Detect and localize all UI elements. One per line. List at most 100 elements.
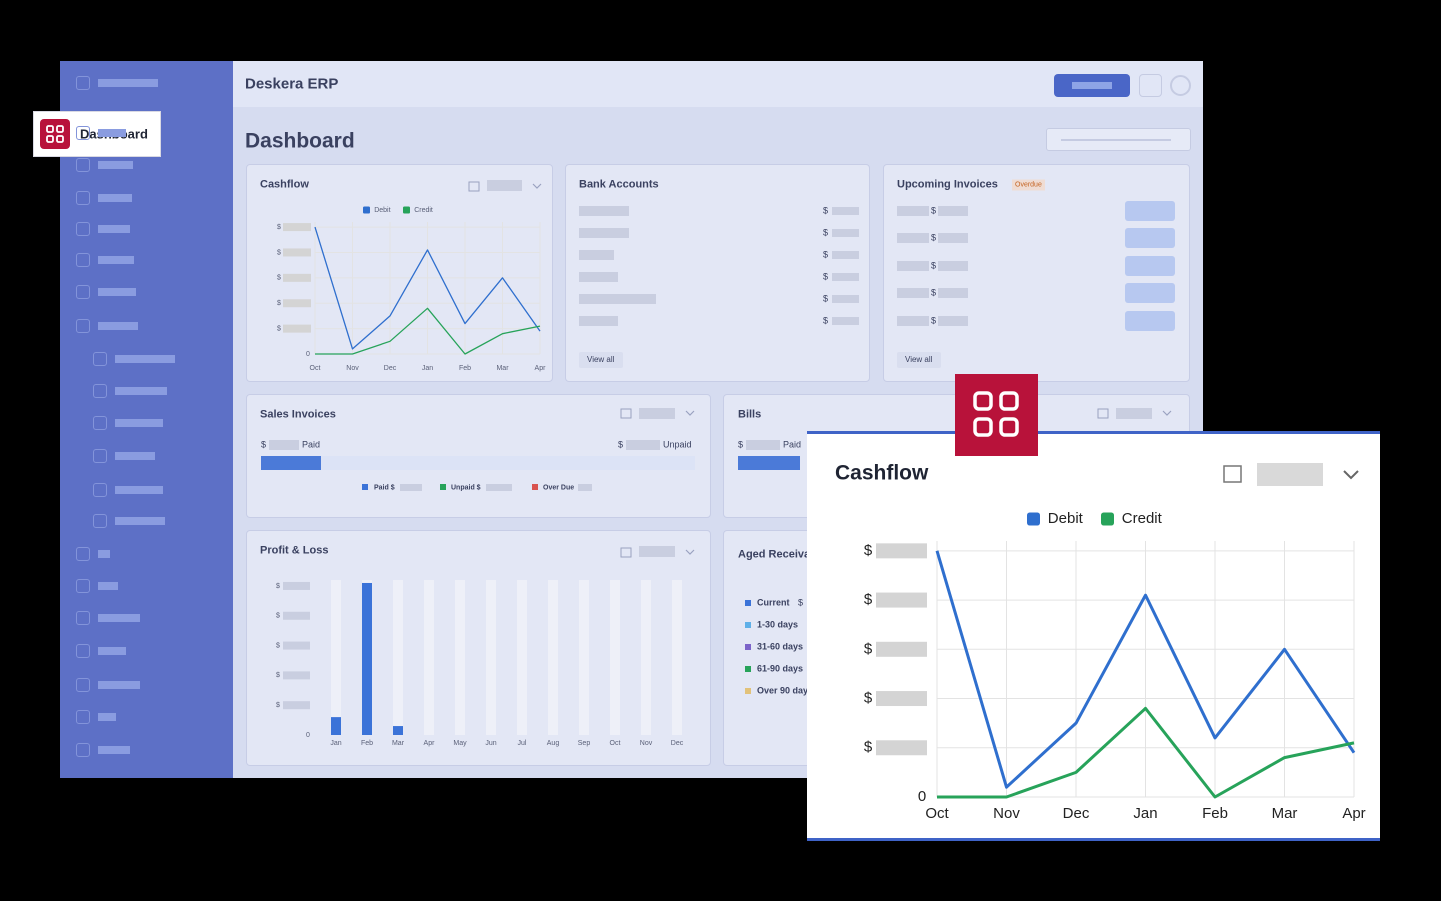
label: Unpaid xyxy=(663,439,692,450)
legend-item: Unpaid $ xyxy=(451,484,481,492)
pay-button[interactable] xyxy=(1125,256,1175,276)
placeholder xyxy=(897,233,929,243)
badge: Overdue xyxy=(1012,179,1045,191)
pay-button[interactable] xyxy=(1125,311,1175,331)
icon xyxy=(46,125,64,143)
currency: $ xyxy=(798,597,804,608)
sidebar-placeholder xyxy=(98,256,134,264)
placeholder xyxy=(832,273,859,281)
sidebar-icon xyxy=(76,76,90,90)
placeholder xyxy=(938,261,968,271)
currency: $ xyxy=(931,205,937,216)
currency: $ xyxy=(618,439,624,450)
view-all-button[interactable]: View all xyxy=(579,352,623,368)
sidebar-icon xyxy=(76,743,90,757)
notification-button[interactable] xyxy=(1139,74,1162,97)
legend-swatch xyxy=(745,666,751,672)
sidebar-placeholder xyxy=(98,322,138,330)
pay-button[interactable] xyxy=(1125,283,1175,303)
sidebar-placeholder xyxy=(98,194,132,202)
sidebar-icon xyxy=(76,253,90,267)
sidebar-placeholder xyxy=(98,161,133,169)
sidebar-placeholder xyxy=(98,614,140,622)
legend-swatch xyxy=(745,622,751,628)
currency: $ xyxy=(738,439,744,450)
legend-item: 1-30 days xyxy=(757,619,799,630)
currency: $ xyxy=(823,293,829,304)
card-title: Bank Accounts xyxy=(579,178,659,191)
dashboard-icon xyxy=(40,119,70,149)
placeholder xyxy=(897,261,929,271)
pay-button[interactable] xyxy=(1125,228,1175,248)
cashflow-zoom-card xyxy=(807,431,1380,841)
currency: $ xyxy=(931,232,937,243)
legend-item: 31-60 days xyxy=(757,641,804,652)
card-title: Aged Receivables xyxy=(738,548,833,561)
card-title: Profit & Loss xyxy=(260,544,329,557)
legend-item: 61-90 days xyxy=(757,663,804,674)
placeholder xyxy=(897,288,929,298)
placeholder xyxy=(579,250,614,260)
sidebar-placeholder xyxy=(98,288,136,296)
sidebar-icon xyxy=(76,222,90,236)
placeholder xyxy=(938,288,968,298)
page-title: Dashboard xyxy=(245,129,355,153)
currency: $ xyxy=(931,315,937,326)
currency: $ xyxy=(931,287,937,298)
sidebar-placeholder xyxy=(98,79,158,87)
profit-loss-card xyxy=(246,530,711,766)
sidebar-placeholder xyxy=(115,387,167,395)
action-button[interactable] xyxy=(1054,74,1130,97)
view-all-button[interactable]: View all xyxy=(897,352,941,368)
legend-item: Over Due xyxy=(543,484,575,492)
placeholder xyxy=(832,251,859,259)
placeholder xyxy=(832,207,859,215)
period-select[interactable] xyxy=(1257,463,1323,486)
placeholder xyxy=(832,317,859,325)
avatar[interactable] xyxy=(1170,75,1191,96)
sidebar-icon xyxy=(76,710,90,724)
legend-item: Current xyxy=(757,597,790,608)
link[interactable]: View all xyxy=(587,355,615,364)
card-title: Cashflow xyxy=(260,178,309,191)
sidebar-placeholder xyxy=(115,452,155,460)
sidebar-placeholder xyxy=(115,355,175,363)
legend-swatch xyxy=(745,600,751,606)
progress-track xyxy=(261,456,695,470)
app-title: Deskera ERP xyxy=(245,75,339,93)
legend-swatch xyxy=(745,688,751,694)
sidebar-placeholder xyxy=(98,647,126,655)
sidebar-placeholder xyxy=(98,550,110,558)
placeholder xyxy=(897,316,929,326)
currency: $ xyxy=(823,205,829,216)
dashboard-icon-large xyxy=(955,374,1038,456)
sidebar-icon xyxy=(93,514,107,528)
legend-swatch xyxy=(745,644,751,650)
sidebar-placeholder xyxy=(98,129,126,137)
sidebar-icon xyxy=(76,319,90,333)
sidebar-icon xyxy=(93,416,107,430)
sidebar-icon xyxy=(76,644,90,658)
placeholder xyxy=(832,229,859,237)
card-title: Upcoming Invoices xyxy=(897,178,998,191)
currency: $ xyxy=(931,260,937,271)
card-title: Sales Invoices xyxy=(260,408,336,421)
date-filter[interactable] xyxy=(1046,128,1191,151)
sidebar-icon xyxy=(76,547,90,561)
placeholder xyxy=(579,316,618,326)
sidebar-placeholder xyxy=(115,419,163,427)
topbar xyxy=(233,61,1203,107)
currency: $ xyxy=(261,439,267,450)
card-title: Bills xyxy=(738,408,762,421)
pay-button[interactable] xyxy=(1125,201,1175,221)
link[interactable]: View all xyxy=(905,355,933,364)
currency: $ xyxy=(823,271,829,282)
placeholder xyxy=(938,206,968,216)
sidebar-placeholder xyxy=(98,681,140,689)
placeholder xyxy=(832,295,859,303)
sidebar-icon xyxy=(76,126,90,140)
placeholder xyxy=(897,206,929,216)
sidebar-placeholder xyxy=(98,225,130,233)
sidebar-icon xyxy=(76,285,90,299)
